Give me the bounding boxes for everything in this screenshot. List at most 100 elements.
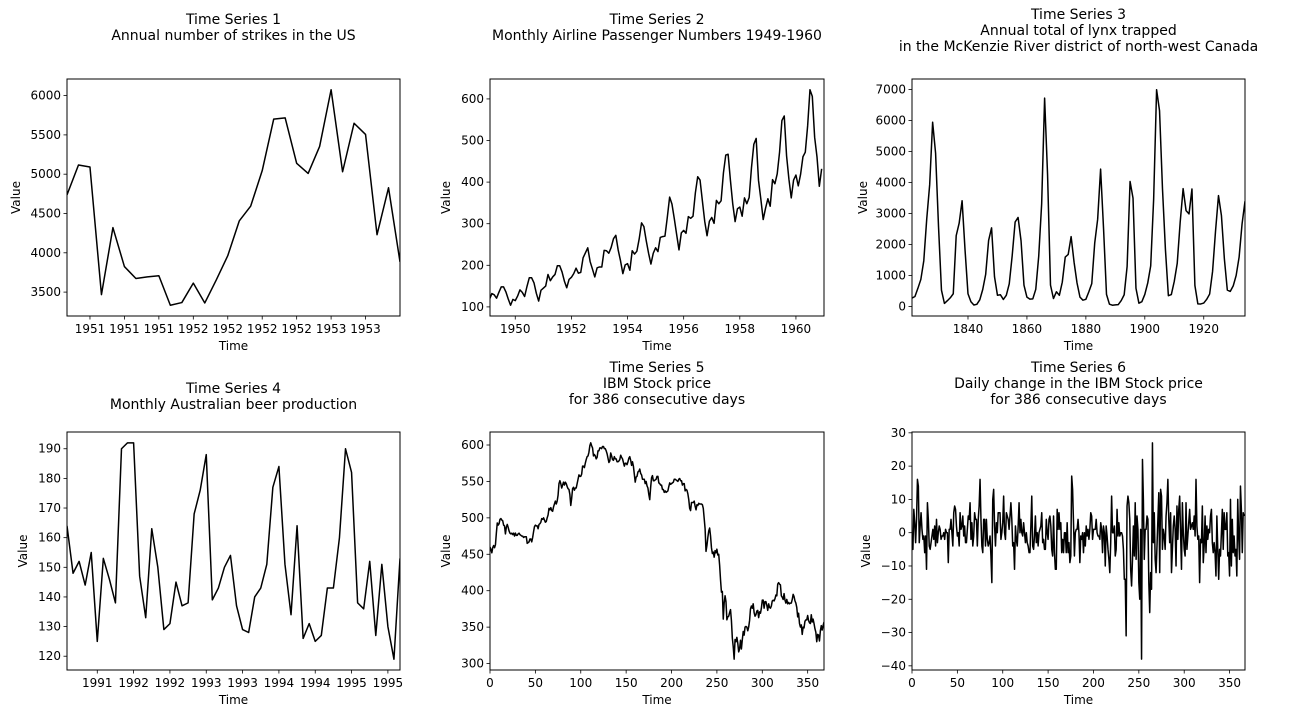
x-tick-label: 1952 bbox=[178, 322, 209, 336]
y-tick-label: 120 bbox=[38, 649, 61, 663]
x-tick-label: 100 bbox=[991, 676, 1014, 690]
y-tick-label: 10 bbox=[891, 492, 906, 506]
x-tick-label: 350 bbox=[796, 676, 819, 690]
x-tick-label: 1956 bbox=[668, 322, 699, 336]
y-tick-label: 1000 bbox=[875, 268, 906, 282]
y-tick-label: 150 bbox=[38, 560, 61, 574]
subplot-title-line: Time Series 3 bbox=[1030, 7, 1126, 23]
axes-frame bbox=[489, 431, 825, 671]
y-tick-label: 190 bbox=[38, 442, 61, 456]
x-tick-label: 1994 bbox=[264, 676, 295, 690]
y-axis-label: Value bbox=[16, 535, 30, 568]
y-tick-label: 20 bbox=[891, 459, 906, 473]
y-tick-label: 400 bbox=[461, 584, 484, 598]
x-tick-label: 0 bbox=[486, 676, 494, 690]
x-tick-label: 150 bbox=[615, 676, 638, 690]
y-tick-label: 130 bbox=[38, 620, 61, 634]
y-tick-label: 350 bbox=[461, 620, 484, 634]
y-tick-label: 6000 bbox=[875, 113, 906, 127]
x-tick-label: 1880 bbox=[1071, 322, 1102, 336]
y-tick-label: 200 bbox=[461, 258, 484, 272]
x-tick-label: 1920 bbox=[1188, 322, 1219, 336]
y-tick-label: 170 bbox=[38, 501, 61, 515]
x-tick-label: 200 bbox=[1082, 676, 1105, 690]
subplot-title-line: Time Series 4 bbox=[185, 381, 281, 397]
y-axis-label: Value bbox=[439, 535, 453, 568]
y-tick-label: 4000 bbox=[875, 175, 906, 189]
subplot-title-line: Time Series 1 bbox=[185, 12, 281, 28]
x-tick-label: 1953 bbox=[316, 322, 347, 336]
subplot-title-line: Time Series 6 bbox=[1030, 360, 1126, 376]
y-tick-label: 2000 bbox=[875, 237, 906, 251]
series-line bbox=[490, 442, 824, 660]
subplot-title-line: Time Series 2 bbox=[608, 12, 704, 28]
subplot-title-line: in the McKenzie River district of north-… bbox=[899, 39, 1258, 55]
y-tick-label: 100 bbox=[461, 300, 484, 314]
axes-frame bbox=[66, 431, 401, 671]
y-tick-label: 300 bbox=[461, 217, 484, 231]
x-tick-label: 100 bbox=[569, 676, 592, 690]
y-tick-label: 600 bbox=[461, 92, 484, 106]
x-axis-label: Time bbox=[218, 339, 248, 353]
x-tick-label: 50 bbox=[950, 676, 965, 690]
x-tick-label: 1952 bbox=[212, 322, 243, 336]
x-tick-label: 1993 bbox=[227, 676, 258, 690]
y-tick-label: 300 bbox=[461, 657, 484, 671]
y-tick-label: 5000 bbox=[30, 167, 61, 181]
x-tick-label: 1992 bbox=[155, 676, 186, 690]
y-tick-label: 30 bbox=[891, 426, 906, 440]
series-line bbox=[67, 442, 400, 660]
x-tick-label: 1994 bbox=[300, 676, 331, 690]
x-tick-label: 1960 bbox=[781, 322, 812, 336]
x-axis-label: Time bbox=[218, 693, 248, 707]
y-tick-label: 5000 bbox=[875, 144, 906, 158]
x-tick-label: 1995 bbox=[373, 676, 404, 690]
x-axis-label: Time bbox=[641, 339, 671, 353]
series-line bbox=[67, 89, 400, 306]
y-tick-label: 600 bbox=[461, 438, 484, 452]
x-axis-label: Time bbox=[1063, 693, 1093, 707]
x-tick-label: 1958 bbox=[725, 322, 756, 336]
x-tick-label: 150 bbox=[1037, 676, 1060, 690]
axes-frame bbox=[911, 78, 1246, 317]
series-line bbox=[912, 89, 1245, 306]
x-axis-label: Time bbox=[641, 693, 671, 707]
y-tick-label: −30 bbox=[881, 626, 906, 640]
subplot-title-line: Annual total of lynx trapped bbox=[980, 23, 1176, 39]
x-tick-label: 50 bbox=[528, 676, 543, 690]
x-tick-label: 1952 bbox=[281, 322, 312, 336]
y-tick-label: 180 bbox=[38, 471, 61, 485]
subplot-title-line: Time Series 5 bbox=[608, 360, 704, 376]
y-tick-label: −20 bbox=[881, 592, 906, 606]
axes-frame bbox=[66, 78, 401, 317]
y-tick-label: 0 bbox=[898, 299, 906, 313]
y-tick-label: 400 bbox=[461, 175, 484, 189]
x-tick-label: 250 bbox=[1127, 676, 1150, 690]
x-tick-label: 1840 bbox=[953, 322, 984, 336]
y-tick-label: 4000 bbox=[30, 246, 61, 260]
axes-frame bbox=[489, 78, 825, 317]
series-line bbox=[490, 89, 823, 306]
subplot-title-line: for 386 consecutive days bbox=[990, 392, 1166, 408]
x-tick-label: 1860 bbox=[1012, 322, 1043, 336]
x-tick-label: 250 bbox=[705, 676, 728, 690]
x-tick-label: 300 bbox=[1173, 676, 1196, 690]
y-tick-label: 500 bbox=[461, 134, 484, 148]
y-tick-label: 160 bbox=[38, 531, 61, 545]
subplot-title-line: Monthly Airline Passenger Numbers 1949-1… bbox=[492, 28, 822, 44]
y-tick-label: 3000 bbox=[875, 206, 906, 220]
x-tick-label: 1993 bbox=[191, 676, 222, 690]
x-axis-label: Time bbox=[1063, 339, 1093, 353]
x-tick-label: 1992 bbox=[118, 676, 149, 690]
y-axis-label: Value bbox=[9, 181, 23, 214]
x-tick-label: 1995 bbox=[336, 676, 367, 690]
y-tick-label: 5500 bbox=[30, 128, 61, 142]
subplot-title-line: Annual number of strikes in the US bbox=[111, 28, 355, 44]
x-tick-label: 0 bbox=[908, 676, 916, 690]
series-line bbox=[912, 442, 1245, 660]
y-tick-label: 3500 bbox=[30, 285, 61, 299]
